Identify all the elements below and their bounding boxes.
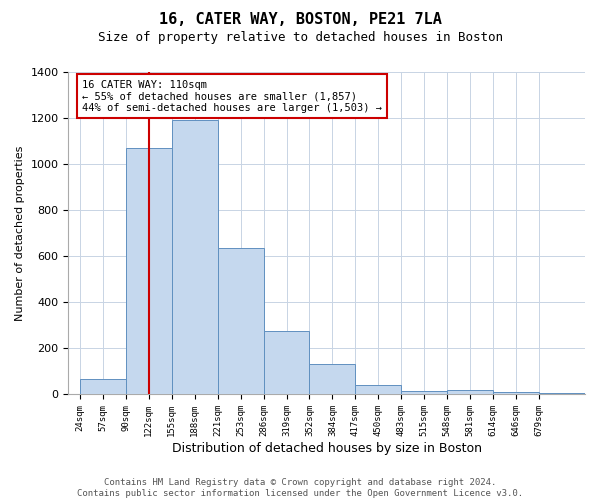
Bar [80,380,126,394]
Text: 16, CATER WAY, BOSTON, PE21 7LA: 16, CATER WAY, BOSTON, PE21 7LA [158,12,442,28]
Text: 16 CATER WAY: 110sqm
← 55% of detached houses are smaller (1,857)
44% of semi-de: 16 CATER WAY: 110sqm ← 55% of detached h… [82,80,382,113]
Bar [447,390,493,394]
Bar [263,331,310,394]
Y-axis label: Number of detached properties: Number of detached properties [15,146,25,320]
Text: Size of property relative to detached houses in Boston: Size of property relative to detached ho… [97,31,503,44]
Bar [172,120,218,394]
Bar [126,148,172,394]
Text: Contains HM Land Registry data © Crown copyright and database right 2024.
Contai: Contains HM Land Registry data © Crown c… [77,478,523,498]
Bar [218,248,263,394]
X-axis label: Distribution of detached houses by size in Boston: Distribution of detached houses by size … [172,442,482,455]
Bar [355,385,401,394]
Bar [310,364,355,394]
Bar [401,391,447,394]
Bar [493,392,539,394]
